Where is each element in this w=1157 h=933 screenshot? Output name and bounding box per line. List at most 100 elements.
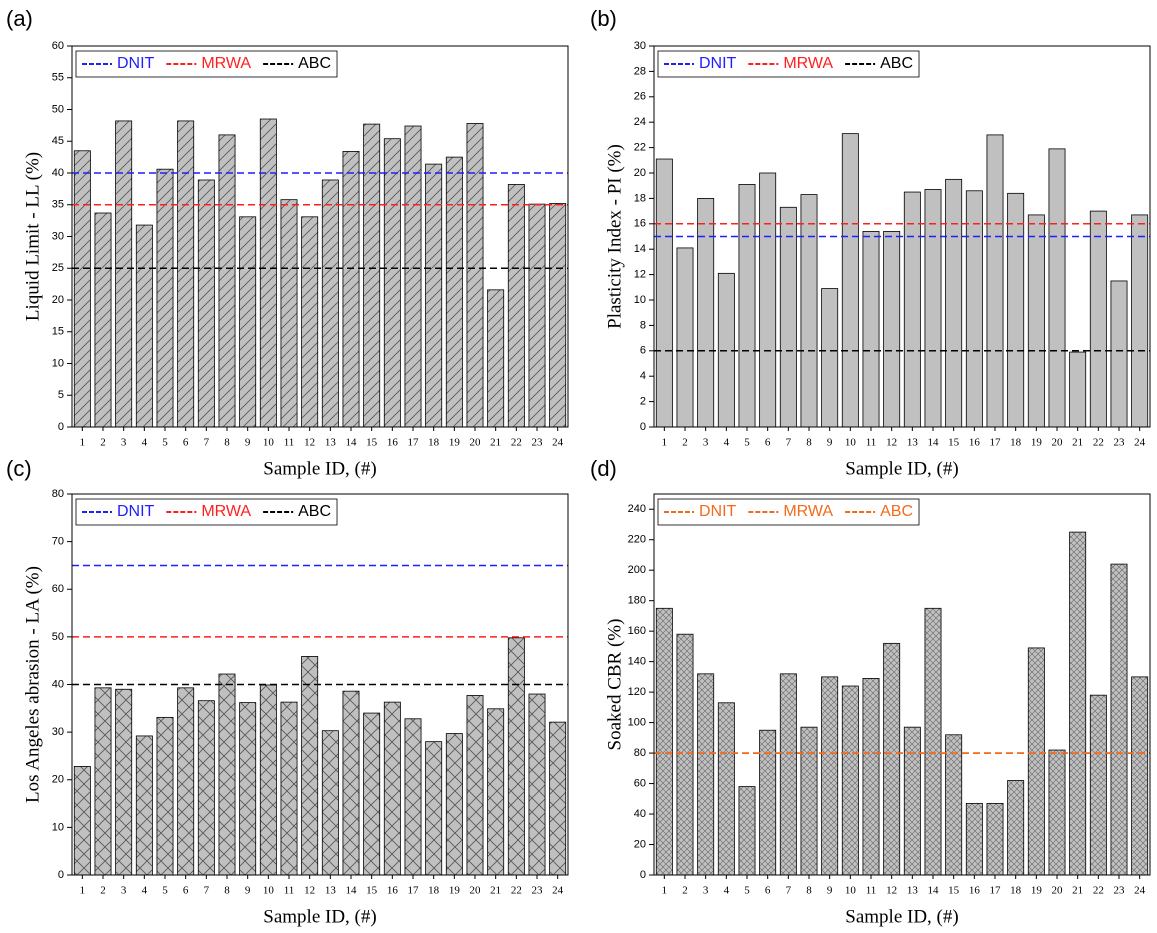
y-tick-label: 40 bbox=[634, 808, 646, 820]
x-tick-label: 12 bbox=[304, 437, 315, 449]
x-tick-label: 4 bbox=[142, 437, 148, 449]
x-tick-label: 2 bbox=[682, 437, 688, 449]
bar bbox=[239, 702, 257, 876]
bar bbox=[697, 197, 715, 428]
bar bbox=[676, 633, 694, 876]
y-tick-label: 45 bbox=[52, 135, 64, 147]
bar bbox=[883, 642, 901, 876]
bar bbox=[1069, 531, 1087, 876]
y-axis-label: Plasticity Index - PI (%) bbox=[604, 144, 625, 329]
plot-frame bbox=[71, 45, 569, 428]
x-tick-label: 17 bbox=[990, 885, 1002, 897]
y-tick-label: 220 bbox=[628, 534, 646, 546]
legend: DNIT MRWA ABC bbox=[75, 498, 338, 526]
x-axis-label: Sample ID, (#) bbox=[263, 458, 376, 479]
bar bbox=[655, 158, 673, 428]
y-tick-label: 10 bbox=[634, 294, 646, 306]
x-tick-label: 15 bbox=[366, 437, 378, 449]
x-tick-label: 17 bbox=[408, 437, 420, 449]
y-tick-label: 100 bbox=[628, 717, 646, 729]
x-tick-label: 16 bbox=[387, 885, 399, 897]
x-tick-label: 21 bbox=[490, 437, 501, 449]
bar bbox=[94, 212, 112, 428]
bar bbox=[156, 168, 174, 428]
bar bbox=[759, 172, 777, 428]
bar bbox=[549, 203, 567, 428]
y-tick-label: 50 bbox=[52, 631, 64, 643]
x-tick-label: 24 bbox=[552, 437, 564, 449]
bar bbox=[903, 726, 921, 876]
bar bbox=[218, 673, 236, 876]
legend-label: DNIT bbox=[699, 55, 737, 72]
y-tick-label: 2 bbox=[640, 396, 646, 408]
x-tick-label: 20 bbox=[1052, 885, 1064, 897]
x-tick-label: 22 bbox=[511, 885, 522, 897]
bar bbox=[507, 637, 525, 876]
bar bbox=[115, 688, 133, 876]
bar bbox=[404, 718, 422, 876]
bar bbox=[738, 786, 756, 876]
bar bbox=[549, 721, 567, 876]
x-tick-label: 24 bbox=[552, 885, 564, 897]
bar bbox=[259, 118, 277, 428]
x-tick-label: 12 bbox=[886, 885, 897, 897]
bar bbox=[94, 687, 112, 876]
x-tick-label: 22 bbox=[1093, 437, 1104, 449]
bar bbox=[717, 702, 735, 876]
bar bbox=[177, 120, 195, 428]
x-axis-label: Sample ID, (#) bbox=[845, 906, 958, 927]
bar bbox=[800, 194, 818, 428]
x-tick-label: 15 bbox=[366, 885, 378, 897]
x-tick-label: 16 bbox=[969, 437, 981, 449]
y-tick-label: 14 bbox=[634, 243, 646, 255]
y-axis-label: Liquid Limit - LL (%) bbox=[22, 152, 43, 321]
bar bbox=[321, 730, 339, 876]
x-tick-label: 17 bbox=[990, 437, 1002, 449]
x-tick-label: 19 bbox=[1031, 885, 1043, 897]
bar bbox=[738, 184, 756, 428]
y-tick-label: 200 bbox=[628, 564, 646, 576]
x-tick-label: 23 bbox=[532, 885, 544, 897]
x-tick-label: 24 bbox=[1134, 437, 1146, 449]
bar bbox=[841, 685, 859, 876]
bar bbox=[466, 123, 484, 428]
x-tick-label: 2 bbox=[100, 437, 106, 449]
bar bbox=[239, 216, 257, 428]
x-tick-label: 5 bbox=[744, 437, 750, 449]
y-tick-label: 160 bbox=[628, 625, 646, 637]
bar bbox=[73, 150, 91, 428]
bar bbox=[779, 673, 797, 876]
legend-label: ABC bbox=[298, 55, 331, 72]
x-tick-label: 12 bbox=[304, 885, 315, 897]
x-tick-label: 13 bbox=[907, 437, 919, 449]
bar bbox=[445, 156, 463, 428]
bar bbox=[1089, 694, 1107, 876]
bar bbox=[862, 678, 880, 876]
x-tick-label: 3 bbox=[121, 437, 127, 449]
bar bbox=[1069, 351, 1087, 428]
x-tick-label: 22 bbox=[511, 437, 522, 449]
y-tick-label: 0 bbox=[58, 421, 64, 433]
x-tick-label: 6 bbox=[765, 437, 771, 449]
x-tick-label: 7 bbox=[786, 437, 792, 449]
x-tick-label: 19 bbox=[449, 437, 461, 449]
bar bbox=[924, 607, 942, 876]
x-tick-label: 8 bbox=[806, 885, 812, 897]
bar bbox=[655, 607, 673, 876]
x-tick-label: 4 bbox=[724, 885, 730, 897]
y-tick-label: 35 bbox=[52, 199, 64, 211]
y-tick-label: 70 bbox=[52, 536, 64, 548]
bar bbox=[862, 231, 880, 428]
bar bbox=[965, 802, 983, 876]
x-tick-label: 18 bbox=[1010, 437, 1022, 449]
y-tick-label: 60 bbox=[634, 777, 646, 789]
bar bbox=[321, 179, 339, 428]
bar bbox=[363, 712, 381, 876]
bar bbox=[197, 179, 215, 428]
bar bbox=[507, 184, 525, 428]
x-tick-label: 23 bbox=[1114, 437, 1126, 449]
x-tick-label: 10 bbox=[263, 885, 275, 897]
bar bbox=[779, 206, 797, 428]
y-tick-label: 60 bbox=[52, 583, 64, 595]
bar bbox=[425, 163, 443, 428]
